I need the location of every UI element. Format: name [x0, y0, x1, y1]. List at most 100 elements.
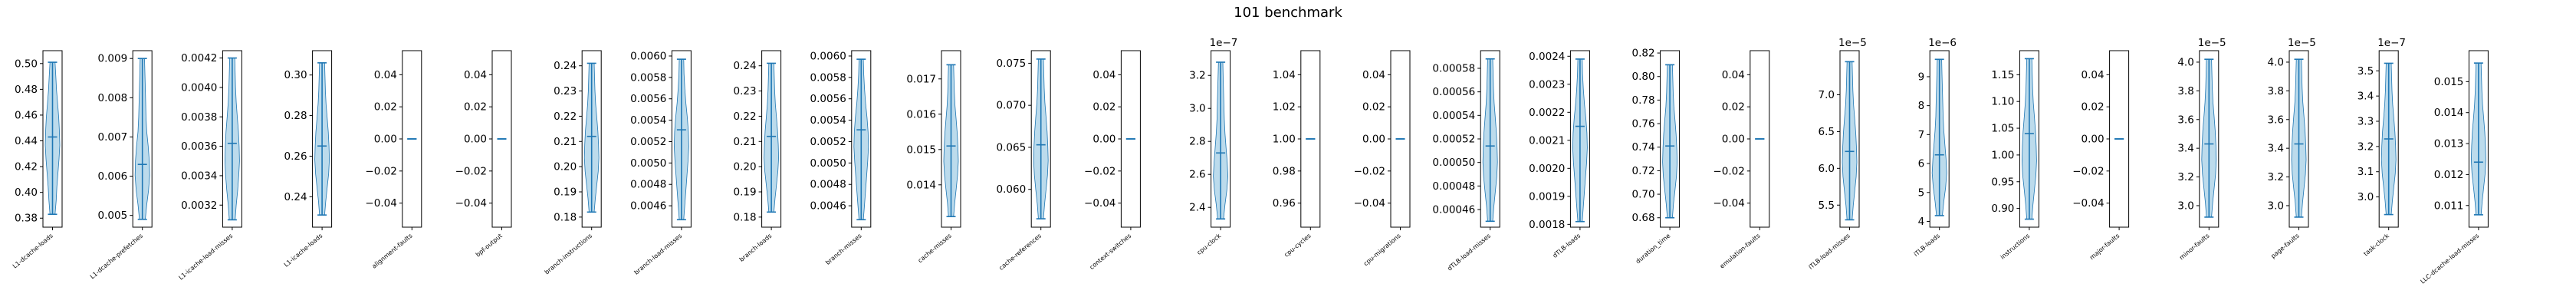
y-tick-label: 0.011	[2434, 200, 2464, 212]
y-tick-label: 1.02	[1273, 101, 1296, 114]
y-tick-label: 0.0054	[630, 114, 666, 127]
panel-cache-misses: 0.014 0.015 0.016 0.017 cache-misses	[906, 50, 961, 265]
y-tick-label: 0.98	[1273, 165, 1296, 177]
y-tick-label: 0.50	[15, 58, 38, 70]
axis-offset-label: 1e−6	[1928, 37, 1957, 49]
y-tick-label: 0.74	[1632, 141, 1655, 154]
y-tick-label: −0.04	[1713, 197, 1744, 210]
axis-offset-label: 1e−7	[1210, 37, 1238, 49]
panels-group: 0.38 0.40 0.42 0.44 0.46 0.48 0.50 L1-dcache-lo…	[12, 37, 2489, 286]
y-tick-label: 0.38	[15, 213, 38, 225]
y-tick-label: 0.18	[554, 211, 577, 223]
y-tick-label: 0.00	[2082, 134, 2104, 146]
panel-cache-references: 0.060 0.065 0.070 0.075 cache-references	[997, 50, 1051, 272]
panel-cpu-migrations: −0.04 −0.02 0.00 0.02 0.04 cpu-migrations	[1354, 50, 1411, 268]
panel-duration_time: 0.68 0.70 0.72 0.74 0.76 0.78 0.80 0.82 duration…	[1632, 48, 1681, 266]
y-tick-label: 9	[1918, 71, 1925, 83]
y-tick-label: 0.20	[734, 161, 757, 173]
x-label: major-faults	[2088, 233, 2121, 262]
y-tick-label: 6.5	[1819, 126, 1835, 138]
y-tick-label: 0.065	[997, 141, 1027, 154]
panel-branch-instructions: 0.18 0.19 0.20 0.21 0.22 0.23 0.24 branch-instr…	[544, 50, 602, 276]
y-tick-label: 3.6	[2268, 114, 2284, 126]
y-tick-label: 0.0036	[181, 140, 217, 153]
y-tick-label: 0.0020	[1529, 163, 1565, 175]
y-tick-label: 7.0	[1819, 89, 1835, 101]
chart-title: 101 benchmark	[1234, 5, 1342, 21]
y-tick-label: 3.4	[2177, 143, 2193, 155]
y-tick-label: 0.0022	[1529, 107, 1565, 119]
axis-offset-label: 1e−7	[2377, 37, 2406, 49]
y-tick-label: 8	[1918, 100, 1925, 112]
y-tick-label: 0.060	[997, 183, 1027, 196]
y-tick-label: 0.0050	[630, 157, 666, 170]
y-tick-label: 0.0058	[630, 71, 666, 84]
y-tick-label: 0.19	[734, 187, 757, 199]
y-tick-label: 0.02	[2082, 101, 2104, 114]
y-tick-label: 0.68	[1632, 212, 1655, 224]
x-label: L1-dcache-loads	[12, 233, 54, 270]
y-tick-label: 0.00	[464, 134, 487, 146]
y-tick-label: −0.04	[2072, 197, 2104, 210]
y-tick-label: 0.014	[906, 179, 936, 191]
y-tick-label: 0.02	[374, 101, 397, 114]
y-tick-label: −0.02	[365, 165, 396, 177]
y-tick-label: 3.0	[1189, 103, 1205, 115]
y-tick-label: 0.02	[1092, 101, 1116, 114]
y-tick-label: −0.02	[1084, 165, 1116, 177]
x-label: minor-faults	[2178, 233, 2211, 262]
x-label: duration_time	[1635, 233, 1672, 266]
y-tick-label: 1.05	[1991, 123, 2014, 135]
panel-bpf-output: −0.04 −0.02 0.00 0.02 0.04 bpf-output	[455, 50, 512, 259]
axis-offset-label: 1e−5	[1838, 37, 1867, 49]
y-tick-label: 0.005	[98, 210, 128, 222]
y-tick-label: 0.02	[1722, 101, 1745, 114]
y-tick-label: 0.0023	[1529, 78, 1565, 91]
panel-iTLB-load-misses: 5.5 6.0 6.5 7.0 1e−5 iTLB-load-misses	[1807, 37, 1866, 271]
x-label: dTLB-loads	[1552, 233, 1582, 259]
y-tick-label: 2.4	[1189, 202, 1205, 214]
y-tick-label: 0.21	[734, 136, 757, 148]
y-tick-label: 0.070	[997, 100, 1027, 112]
panel-LLC-dcache-load-misses: 0.011 0.012 0.013 0.014 0.015 LLC-dcache-load…	[2420, 50, 2489, 286]
axis-offset-label: 1e−5	[2288, 37, 2316, 49]
x-label: cpu-clock	[1196, 232, 1223, 256]
y-tick-label: 0.26	[284, 150, 307, 163]
panel-emulation-faults: −0.04 −0.02 0.00 0.02 0.04 emulation-faults	[1713, 50, 1770, 270]
y-tick-label: 0.00	[1092, 134, 1116, 146]
y-tick-label: 3.0	[2358, 191, 2374, 203]
y-tick-label: 0.90	[1991, 203, 2014, 215]
y-tick-label: 0.02	[1362, 101, 1385, 114]
panel-iTLB-loads: 4 5 6 7 8 9 1e−6 iTLB-loads	[1913, 37, 1957, 258]
y-tick-label: 4	[1918, 216, 1925, 228]
panel-branch-misses: 0.0046 0.0048 0.0050 0.0052 0.0054 0.0056 0.00…	[810, 50, 872, 266]
x-label: iTLB-loads	[1913, 233, 1941, 258]
y-tick-label: 0.0019	[1529, 190, 1565, 203]
y-tick-label: 0.012	[2434, 169, 2464, 181]
y-tick-label: 0.075	[997, 58, 1027, 70]
y-tick-label: −0.04	[365, 197, 396, 210]
y-tick-label: 0.00052	[1432, 134, 1475, 146]
x-label: cache-references	[997, 233, 1043, 272]
panel-cpu-clock: 2.4 2.6 2.8 3.0 3.2 1e−7 cpu-clock	[1189, 37, 1237, 256]
y-tick-label: 0.22	[734, 111, 757, 123]
y-tick-label: 3.2	[2177, 171, 2193, 183]
y-tick-label: 0.017	[906, 73, 936, 85]
y-tick-label: 0.009	[98, 53, 128, 65]
y-tick-label: 3.3	[2358, 116, 2374, 128]
x-label: dTLB-load-misses	[1446, 233, 1492, 272]
x-label: cache-misses	[917, 233, 953, 265]
y-tick-label: −0.02	[1354, 165, 1385, 177]
y-tick-label: 1.00	[1273, 134, 1296, 146]
x-label: cpu-migrations	[1362, 233, 1402, 268]
panel-dTLB-load-misses: 0.00046 0.00048 0.00050 0.00052 0.00054 0.000…	[1432, 50, 1500, 272]
y-tick-label: 0.24	[734, 60, 757, 72]
y-tick-label: 0.0024	[1529, 51, 1565, 63]
y-tick-label: 0.24	[284, 191, 307, 203]
y-tick-label: 3.2	[2358, 140, 2374, 153]
y-tick-label: 1.04	[1273, 69, 1296, 81]
x-label: alignment-faults	[371, 233, 414, 270]
y-tick-label: 0.04	[2082, 69, 2104, 81]
panel-branch-load-misses: 0.0046 0.0048 0.0050 0.0052 0.0054 0.0056 0.00…	[630, 50, 692, 276]
